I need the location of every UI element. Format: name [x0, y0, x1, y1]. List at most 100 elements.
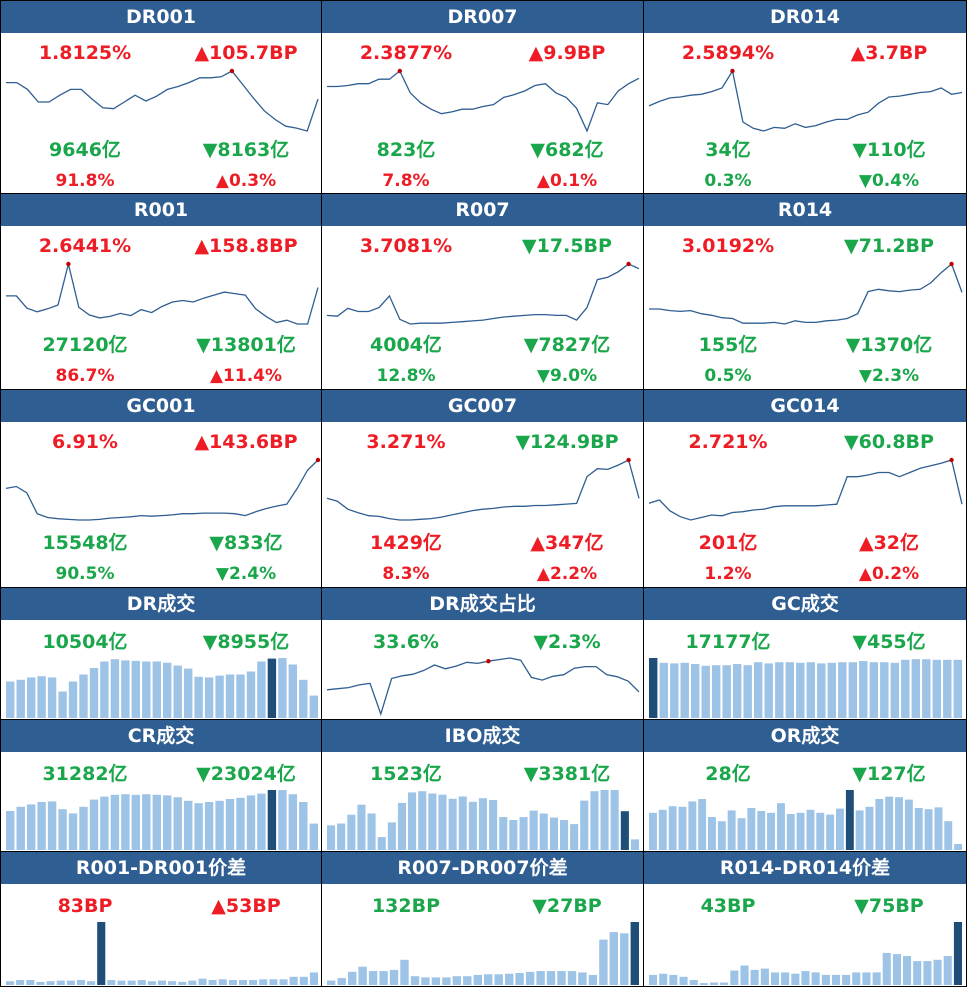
share-value: 91.8% — [55, 171, 115, 191]
volume-bar — [875, 799, 884, 850]
rate-value: 3.0192% — [681, 235, 775, 257]
volume-bar — [911, 659, 920, 718]
latest-point-marker — [949, 261, 954, 267]
volume-bar — [698, 799, 707, 850]
rate-value: 6.91% — [52, 431, 118, 453]
volume-bar — [27, 804, 36, 850]
volume-bar — [580, 800, 589, 850]
volume-bar — [137, 980, 146, 985]
volume-bar — [246, 671, 256, 718]
volume-bar — [431, 977, 441, 985]
volume-bar — [620, 933, 629, 985]
volume-bar — [16, 679, 25, 718]
volume-bar — [6, 681, 15, 718]
volume-bar — [76, 980, 85, 985]
share-value: 8.3% — [382, 564, 430, 584]
panel-cr-12: CR成交 31282亿 ▼23024亿 — [0, 720, 322, 852]
volume-bar — [117, 980, 126, 985]
volume-bar — [727, 810, 736, 850]
volume-bar — [932, 659, 941, 718]
headline-change: ▲53BP — [211, 895, 281, 917]
series-line — [6, 70, 319, 132]
volume-value: 823亿 — [376, 139, 436, 161]
headline-change: ▼3381亿 — [523, 763, 611, 785]
line-chart — [327, 68, 640, 133]
volume-bar — [649, 658, 658, 718]
volume-value: 27120亿 — [42, 334, 128, 356]
volume-bar — [852, 972, 861, 985]
panel-dr014-2: DR014 2.5894% ▲3.7BP 34亿 ▼110亿 0.3% ▼0.4% — [644, 0, 967, 194]
panel-r014-dr014-17: R014-DR014价差 43BP ▼75BP — [644, 852, 967, 987]
rate-change: ▲143.6BP — [194, 431, 298, 453]
volume-bar — [590, 791, 599, 850]
volume-change: ▼7827亿 — [523, 334, 611, 356]
volume-bar — [309, 972, 318, 985]
volume-bar — [348, 971, 357, 985]
volume-bar — [831, 974, 840, 985]
volume-bar — [557, 971, 566, 985]
series-line — [5, 459, 319, 521]
volume-bar — [484, 974, 493, 985]
volume-bar — [904, 799, 913, 850]
panel-title: DR007 — [322, 1, 643, 33]
latest-point-marker — [315, 457, 321, 463]
volume-bar — [225, 674, 235, 718]
volume-change: ▼8163亿 — [202, 139, 290, 161]
volume-bar — [578, 972, 587, 985]
latest-point-marker — [730, 68, 735, 74]
volume-bar — [717, 821, 726, 850]
volume-bar — [299, 679, 308, 718]
volume-bar — [796, 662, 805, 718]
volume-bar — [87, 981, 96, 985]
volume-bar — [37, 676, 46, 718]
share-change: ▲0.2% — [858, 564, 920, 584]
headline-value: 10504亿 — [42, 631, 128, 653]
series-line — [6, 263, 319, 325]
volume-bar — [163, 795, 172, 850]
volume-bar — [259, 979, 268, 985]
volume-bar — [269, 979, 278, 985]
volume-bar — [152, 661, 161, 718]
volume-bar — [68, 681, 78, 718]
headline-value: 17177亿 — [685, 631, 771, 653]
rate-value: 1.8125% — [38, 42, 132, 64]
share-value: 0.3% — [704, 171, 752, 191]
volume-bar — [913, 961, 922, 985]
volume-bar — [801, 971, 810, 985]
volume-value: 15548亿 — [42, 532, 128, 554]
volume-bar — [389, 969, 399, 985]
series-line — [326, 657, 640, 717]
volume-bar — [100, 796, 109, 850]
share-value: 7.8% — [382, 171, 430, 191]
volume-bar — [107, 980, 116, 985]
share-change: ▲11.4% — [209, 366, 283, 386]
volume-bar — [377, 837, 386, 850]
volume-bar — [47, 677, 57, 718]
volume-bar — [147, 981, 156, 985]
headline-value: 132BP — [371, 895, 441, 917]
volume-bar — [895, 797, 903, 850]
volume-bar — [225, 799, 235, 850]
bar-chart — [649, 790, 962, 850]
panel-title: R007-DR007价差 — [322, 852, 643, 884]
volume-value: 34亿 — [705, 139, 751, 161]
panel-or-14: OR成交 28亿 ▼127亿 — [644, 720, 967, 852]
panel-title: GC014 — [644, 390, 966, 422]
volume-bar — [194, 676, 203, 718]
volume-bar — [785, 662, 794, 718]
volume-bar — [838, 662, 847, 718]
share-value: 1.2% — [704, 564, 752, 584]
volume-change: ▼833亿 — [209, 532, 283, 554]
panel-title: R014 — [644, 194, 966, 226]
volume-bar — [924, 809, 933, 850]
volume-bar — [100, 661, 109, 718]
volume-bar — [198, 978, 207, 985]
volume-bar — [872, 972, 881, 985]
volume-bar — [157, 980, 166, 985]
volume-bar — [869, 662, 878, 718]
latest-point-marker — [229, 68, 235, 74]
latest-point-marker — [486, 659, 491, 664]
line-chart — [6, 261, 319, 325]
volume-bar — [66, 980, 75, 985]
rate-change: ▼17.5BP — [522, 235, 612, 257]
